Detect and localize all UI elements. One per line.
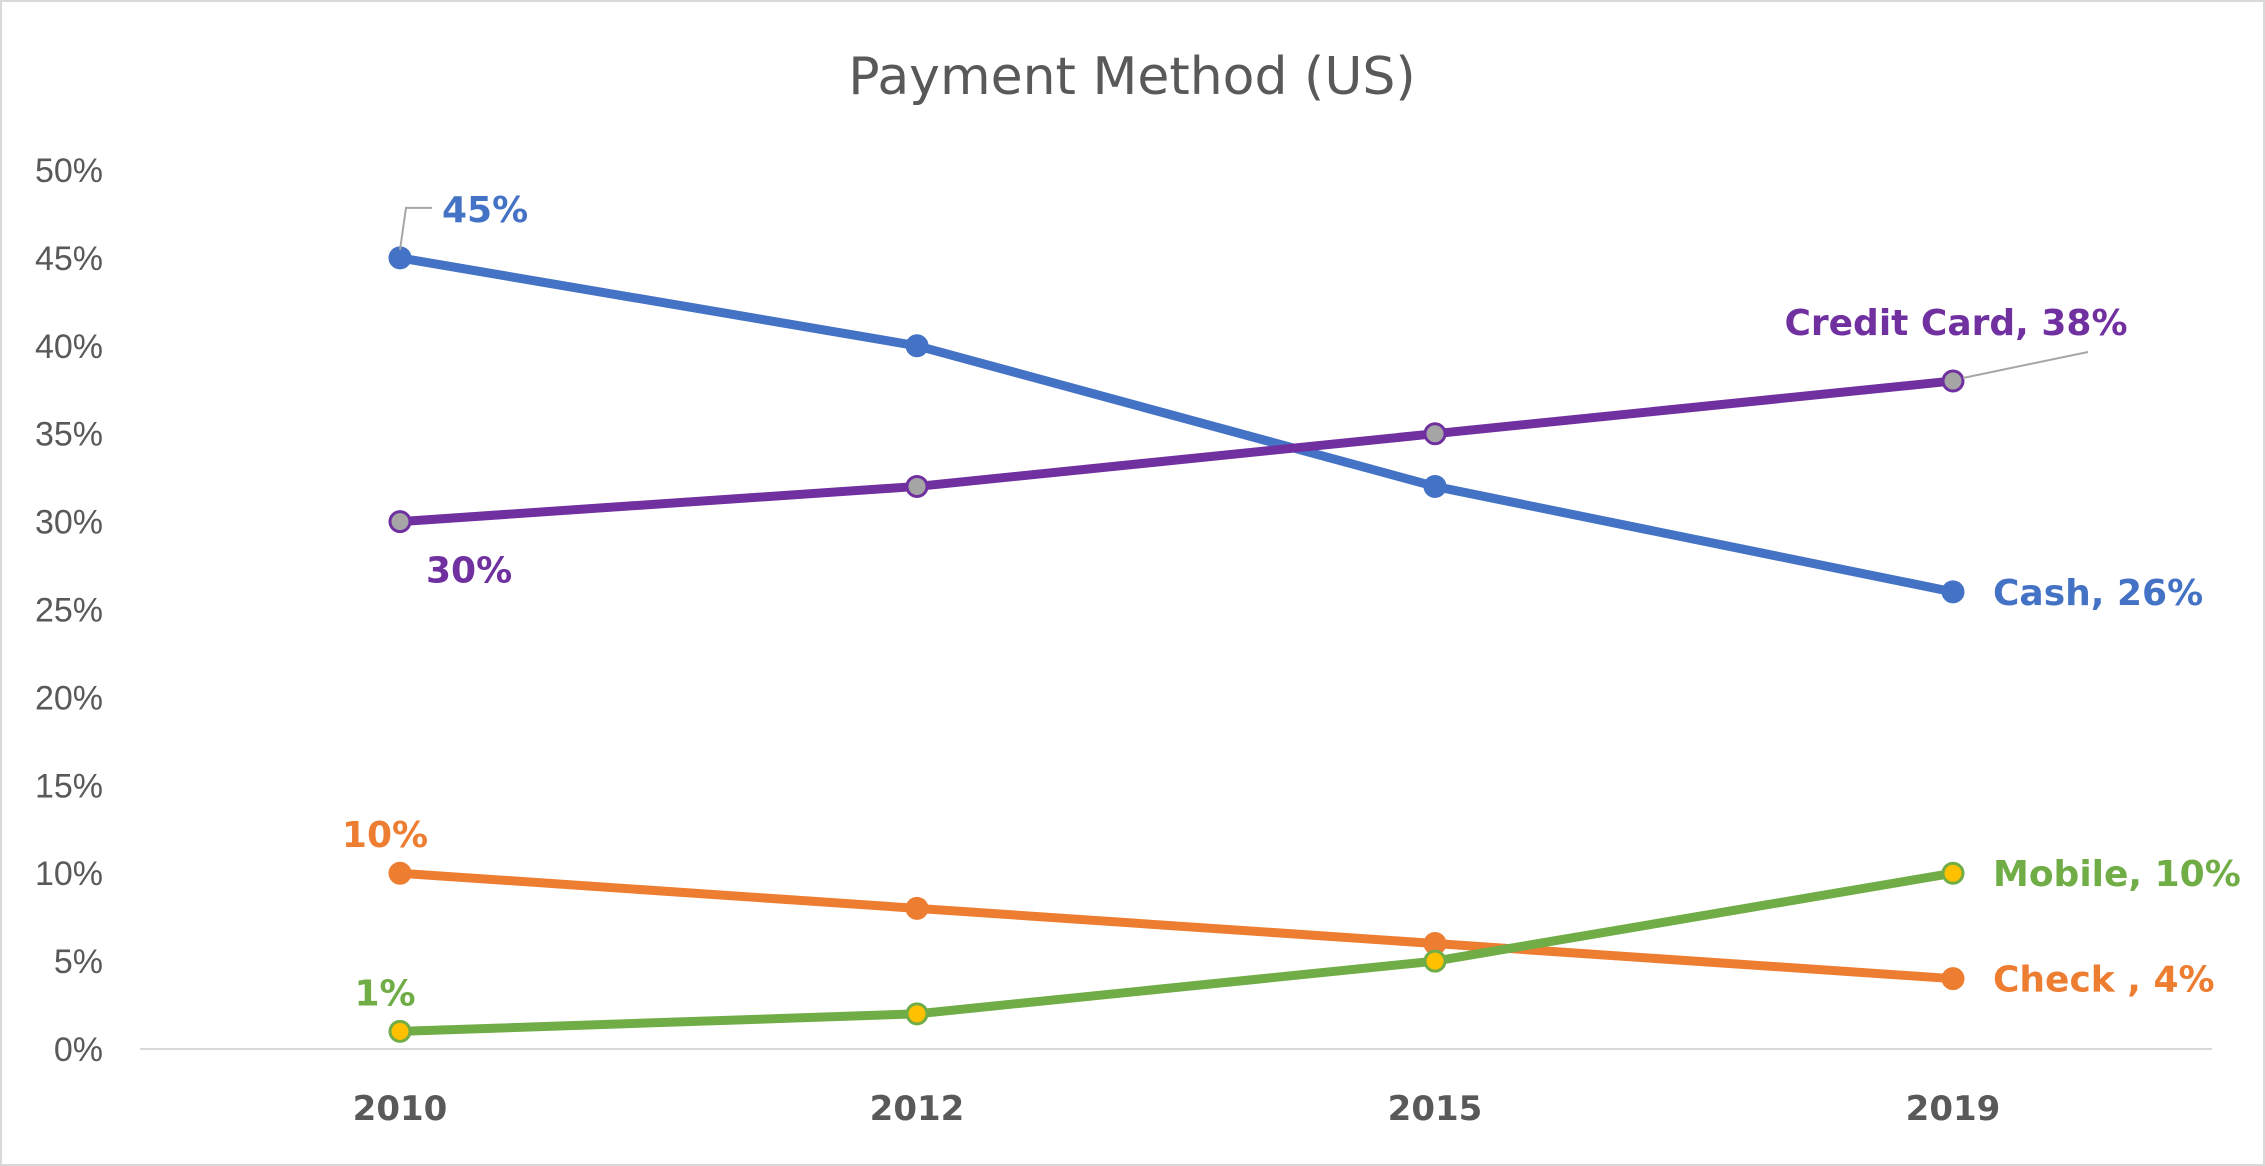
- y-tick-label: 50%: [35, 152, 103, 190]
- y-tick-label: 0%: [54, 1031, 103, 1069]
- data-point-credit-card: [1941, 369, 1965, 393]
- data-point-cash: [388, 246, 412, 270]
- y-tick-label: 40%: [35, 328, 103, 366]
- series-line-mobile: [395, 868, 1958, 1036]
- x-tick-label: 2015: [1388, 1089, 1483, 1129]
- leader-line: [399, 206, 432, 251]
- data-point-credit-card: [1423, 422, 1447, 446]
- data-point-check: [905, 896, 929, 920]
- data-point-mobile: [905, 1002, 929, 1026]
- y-tick-label: 20%: [35, 679, 103, 717]
- data-point-cash: [905, 334, 929, 358]
- series-layer: [388, 246, 1965, 1043]
- series-mobile: [388, 861, 1965, 1043]
- data-point-credit-card: [388, 510, 412, 534]
- y-tick-label: 35%: [35, 416, 103, 454]
- series-cash: [388, 246, 1965, 604]
- data-label-mobile: 1%: [354, 973, 415, 1014]
- y-tick-label: 25%: [35, 592, 103, 630]
- y-tick-label: 45%: [35, 240, 103, 278]
- series-line-check: [395, 868, 1958, 984]
- data-label-credit-card: 30%: [426, 551, 512, 592]
- data-label-cash: Cash, 26%: [1993, 573, 2203, 614]
- data-label-cash: 45%: [442, 190, 528, 231]
- data-point-check: [388, 861, 412, 885]
- y-tick-label: 5%: [54, 943, 103, 981]
- data-point-check: [1941, 967, 1965, 991]
- series-credit-card: [388, 369, 1965, 534]
- data-label-check: Check , 4%: [1993, 960, 2215, 1001]
- data-label-credit-card: Credit Card, 38%: [1784, 303, 2127, 344]
- y-tick-label: 10%: [35, 855, 103, 893]
- data-label-check: 10%: [342, 815, 428, 856]
- x-tick-label: 2010: [353, 1089, 448, 1129]
- data-point-credit-card: [905, 474, 929, 498]
- y-tick-label: 30%: [35, 504, 103, 542]
- y-tick-label: 15%: [35, 767, 103, 805]
- data-point-mobile: [1941, 861, 1965, 885]
- x-tick-label: 2012: [870, 1089, 965, 1129]
- data-point-mobile: [388, 1019, 412, 1043]
- x-axis: 2010 2012 2015 2019: [140, 1048, 2212, 1129]
- series-check: [388, 861, 1965, 991]
- data-label-layer: 45% Cash, 26% 30% Credit Card, 38% 10% Check …: [342, 190, 2241, 1015]
- leader-line: [1962, 350, 2089, 379]
- chart-title: Payment Method (US): [848, 47, 1415, 107]
- series-line-cash: [395, 253, 1958, 597]
- data-point-cash: [1941, 580, 1965, 604]
- data-point-cash: [1423, 474, 1447, 498]
- data-point-mobile: [1423, 949, 1447, 973]
- x-tick-label: 2019: [1906, 1089, 2001, 1129]
- y-axis: 0% 5% 10% 15% 20% 25% 30% 35% 40% 45% 50%: [35, 152, 103, 1069]
- series-line-credit-card: [395, 376, 1958, 527]
- data-label-mobile: Mobile, 10%: [1993, 854, 2241, 895]
